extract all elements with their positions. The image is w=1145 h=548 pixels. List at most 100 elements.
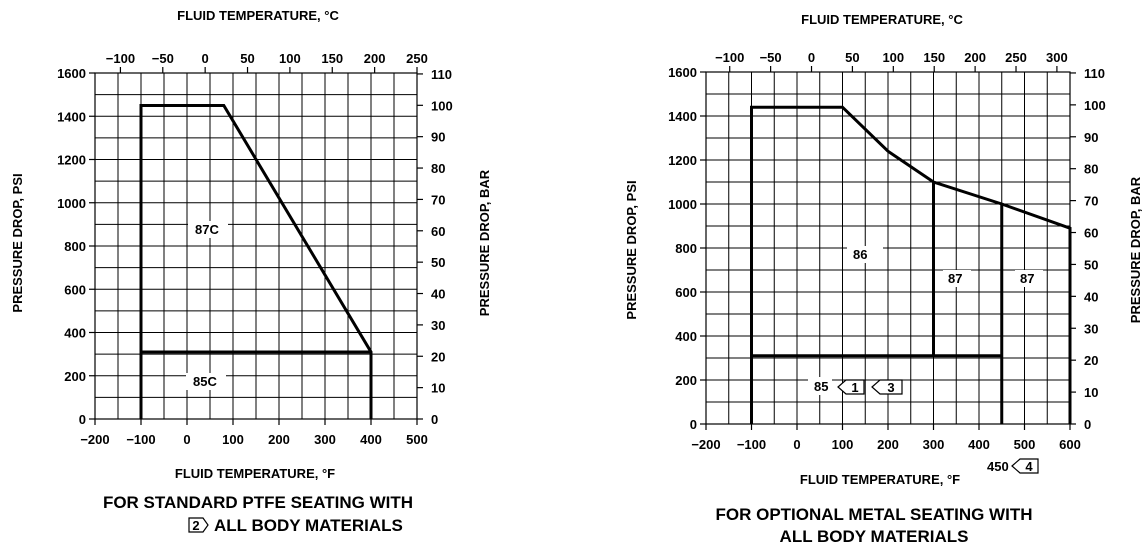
caption-line-1: FOR OPTIONAL METAL SEATING WITH xyxy=(715,505,1032,524)
right-tick-label: 40 xyxy=(1084,289,1098,304)
right-tick-label: 70 xyxy=(431,192,445,207)
label-mask xyxy=(188,221,228,238)
y-tick-label: 400 xyxy=(64,326,86,341)
note-flag-4-shape xyxy=(1011,458,1039,474)
x-tick-label: 500 xyxy=(406,432,428,447)
y-tick-label: 1400 xyxy=(57,109,86,124)
y-tick-label: 200 xyxy=(675,373,697,388)
y-tick-label: 800 xyxy=(64,239,86,254)
y-axis-title: PRESSURE DROP, PSI xyxy=(10,173,25,312)
right-tick-label: 10 xyxy=(431,381,445,396)
note-flag-shape xyxy=(188,517,209,533)
top-tick-label: 0 xyxy=(202,51,209,66)
label-mask xyxy=(847,246,883,263)
y-axis-right-title: PRESSURE DROP, BAR xyxy=(1128,176,1143,323)
note-flag-4-number: 4 xyxy=(1025,459,1033,474)
x-tick-label: 200 xyxy=(877,437,899,452)
y-tick-label: 1600 xyxy=(668,65,697,80)
region-label-87-mid: 87 xyxy=(948,271,962,286)
region-label-87-right: 87 xyxy=(1020,271,1034,286)
x-tick-label: 0 xyxy=(183,432,190,447)
top-tick-label: 100 xyxy=(882,50,904,65)
x-axis-title: FLUID TEMPERATURE, °F xyxy=(800,472,960,487)
y-tick-label: 1000 xyxy=(57,196,86,211)
top-tick-label: 0 xyxy=(808,50,815,65)
right-tick-label: 100 xyxy=(431,98,453,113)
top-tick-label: 150 xyxy=(321,51,343,66)
note-flag-3-shape xyxy=(871,379,903,395)
label-mask xyxy=(808,377,832,395)
right-tick-label: 60 xyxy=(431,224,445,239)
series-line-1 xyxy=(750,105,1072,424)
tick-marks xyxy=(89,67,423,425)
y-tick-label: 400 xyxy=(675,329,697,344)
label-mask xyxy=(1015,270,1043,287)
region-label-87c: 87C xyxy=(195,222,219,237)
top-tick-label: −100 xyxy=(715,50,744,65)
series-group xyxy=(750,105,1072,424)
x-tick-label: 400 xyxy=(968,437,990,452)
top-tick-label: −100 xyxy=(106,51,135,66)
top-tick-label: −50 xyxy=(760,50,782,65)
right-tick-label: 90 xyxy=(431,130,445,145)
right-tick-label: 40 xyxy=(431,287,445,302)
top-tick-label: 200 xyxy=(364,51,386,66)
top-tick-label: −50 xyxy=(152,51,174,66)
right-tick-label: 20 xyxy=(431,349,445,364)
top-tick-label: 50 xyxy=(240,51,254,66)
top-tick-label: 200 xyxy=(964,50,986,65)
top-tick-label: 300 xyxy=(1046,50,1068,65)
right-tick-label: 60 xyxy=(1084,226,1098,241)
chart-left: −200 −100 0 100 200 300 400 5000200400600800100… xyxy=(10,8,492,535)
caption-line-1: FOR STANDARD PTFE SEATING WITH xyxy=(103,493,413,512)
tick-labels: −200 −100 0 100 200 300 400 500 6000200400600800… xyxy=(668,50,1106,452)
top-tick-label: 100 xyxy=(279,51,301,66)
x-tick-label: 600 xyxy=(1059,437,1081,452)
grid xyxy=(94,72,418,420)
label-mask xyxy=(186,373,226,390)
x-tick-label: 200 xyxy=(268,432,290,447)
y-tick-label: 0 xyxy=(79,412,86,427)
right-tick-label: 50 xyxy=(1084,257,1098,272)
note-flag-2: 2 xyxy=(188,517,209,533)
y-tick-label: 600 xyxy=(64,282,86,297)
caption-line-2: ALL BODY MATERIALS xyxy=(214,516,403,535)
x-tick-label: 300 xyxy=(923,437,945,452)
y-tick-label: 600 xyxy=(675,285,697,300)
top-tick-label: 250 xyxy=(1005,50,1027,65)
right-tick-label: 50 xyxy=(431,255,445,270)
x-tick-label: −100 xyxy=(126,432,155,447)
note-flag-1-number: 1 xyxy=(851,380,858,395)
x-marker-450: 450 4 xyxy=(987,458,1039,474)
x-tick-label: −200 xyxy=(80,432,109,447)
y-axis-title: PRESSURE DROP, PSI xyxy=(624,180,639,319)
y-tick-label: 1600 xyxy=(57,66,86,81)
tick-labels: −200 −100 0 100 200 300 400 5000200400600800100… xyxy=(57,51,453,447)
right-tick-label: 90 xyxy=(1084,130,1098,145)
top-tick-label: 50 xyxy=(845,50,859,65)
y-tick-label: 0 xyxy=(690,417,697,432)
note-flag-1-shape xyxy=(837,379,865,395)
right-tick-label: 30 xyxy=(431,318,445,333)
x-marker-value: 450 xyxy=(987,459,1009,474)
series-line-1 xyxy=(139,103,373,419)
series-group xyxy=(139,103,373,419)
top-axis-title: FLUID TEMPERATURE, °C xyxy=(177,8,339,23)
right-tick-label: 20 xyxy=(1084,353,1098,368)
x-tick-label: 0 xyxy=(793,437,800,452)
y-tick-label: 800 xyxy=(675,241,697,256)
x-tick-label: −100 xyxy=(737,437,766,452)
region-label-86: 86 xyxy=(853,247,867,262)
note-flag-number: 2 xyxy=(192,518,199,533)
right-tick-label: 110 xyxy=(1084,66,1105,81)
label-mask xyxy=(943,270,971,287)
x-tick-label: 400 xyxy=(360,432,382,447)
top-tick-label: 250 xyxy=(406,51,428,66)
right-tick-label: 0 xyxy=(431,412,438,427)
right-tick-label: 100 xyxy=(1084,98,1106,113)
right-tick-label: 70 xyxy=(1084,194,1098,209)
right-tick-label: 80 xyxy=(1084,162,1098,177)
y-tick-label: 1000 xyxy=(668,197,697,212)
x-tick-label: 300 xyxy=(314,432,336,447)
